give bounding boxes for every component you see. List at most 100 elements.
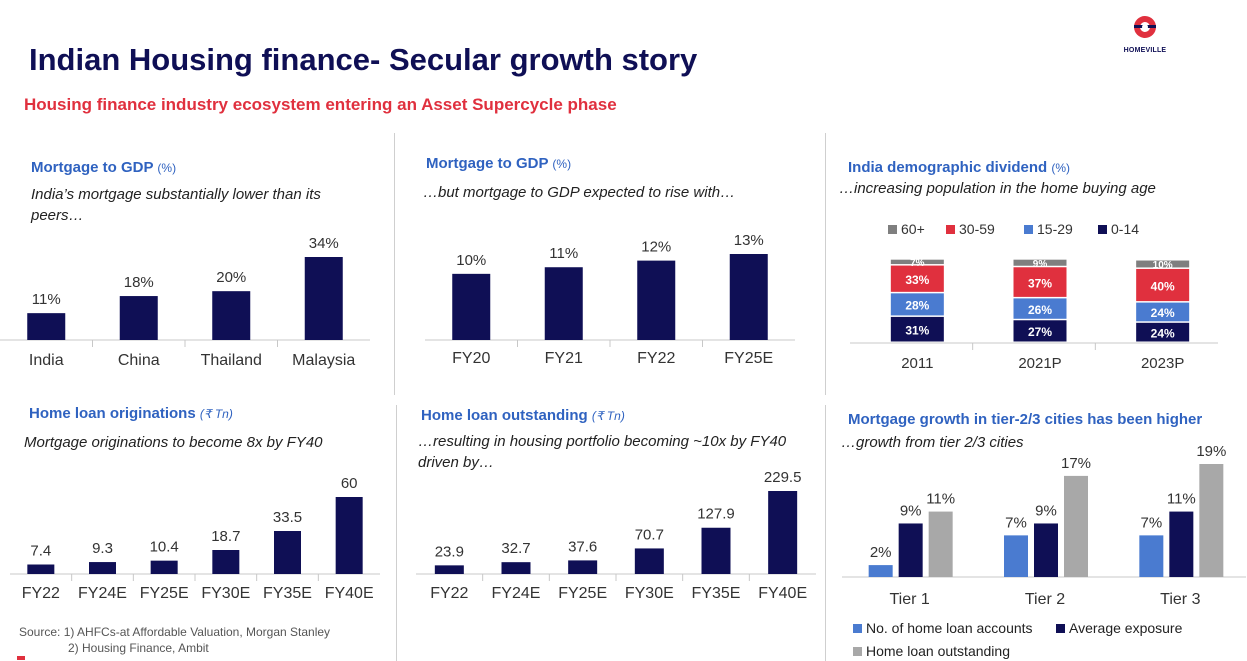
category-label: Tier 2 — [1025, 591, 1065, 608]
data-label: 33.5 — [273, 509, 302, 526]
data-label: 18.7 — [211, 528, 240, 545]
data-label: 70.7 — [635, 526, 664, 543]
category-label: FY30E — [625, 585, 674, 602]
bar — [305, 257, 343, 340]
page-title: Indian Housing finance- Secular growth s… — [29, 42, 697, 78]
bar — [869, 565, 893, 577]
data-label: 11% — [32, 291, 61, 308]
category-label: China — [118, 352, 160, 369]
data-label: 37.6 — [568, 538, 597, 555]
legend-swatch — [888, 225, 897, 234]
bar — [502, 562, 531, 574]
panel4-title: Home loan originations (₹ Tn) — [29, 405, 233, 422]
legend-swatch — [1098, 225, 1107, 234]
chart-outstanding: 23.9FY2232.7FY24E37.6FY25E70.7FY30E127.9… — [400, 470, 825, 610]
data-label: 127.9 — [697, 506, 735, 523]
bar — [274, 531, 301, 574]
panel2-desc: …but mortgage to GDP expected to rise wi… — [423, 182, 803, 203]
category-label: FY24E — [78, 585, 127, 602]
chart-originations: 7.4 FY22 9.3 FY24E 10.4 FY25E 18.7 FY30E 33.5 FY3… — [0, 470, 395, 610]
bar — [637, 261, 675, 340]
category-label: FY30E — [201, 585, 250, 602]
source-note: Source: 1) AHFCs-at Affordable Valuation… — [19, 624, 330, 656]
category-label: Tier 1 — [890, 591, 930, 608]
panel5-desc: …resulting in housing portfolio becoming… — [418, 431, 808, 473]
bar — [89, 562, 116, 574]
legend-swatch — [1056, 624, 1065, 633]
panel5-title: Home loan outstanding (₹ Tn) — [421, 407, 625, 424]
bar — [730, 254, 768, 340]
bar — [1064, 476, 1088, 577]
segment-label: 24% — [1151, 326, 1175, 340]
bar — [899, 523, 923, 577]
data-label: 23.9 — [435, 543, 464, 560]
data-label: 10% — [456, 252, 486, 269]
legend-label: 15-29 — [1037, 221, 1073, 237]
logo-text: HOMEVILLE — [1112, 47, 1178, 54]
category-label: FY40E — [325, 585, 374, 602]
data-label: 229.5 — [764, 470, 802, 486]
bar — [1199, 464, 1223, 577]
category-label: FY21 — [545, 350, 583, 367]
legend-label: No. of home loan accounts — [866, 620, 1033, 636]
category-label: 2021P — [1018, 355, 1061, 372]
data-label: 10.4 — [150, 539, 179, 556]
data-label: 20% — [216, 269, 246, 286]
panel3-title: India demographic dividend (%) — [848, 159, 1070, 176]
category-label: Thailand — [201, 352, 262, 369]
bar — [336, 497, 363, 574]
bar — [929, 512, 953, 577]
data-label: 7% — [1005, 514, 1027, 531]
brand-logo: HOMEVILLE — [1112, 14, 1178, 54]
category-label: FY25E — [140, 585, 189, 602]
legend-item: Average exposure — [1056, 620, 1182, 636]
data-label: 34% — [309, 235, 339, 252]
chart-mortgage-gdp-peers: 11% India 18% China 20% Thailand 34% Malaysia — [0, 225, 395, 375]
bar — [452, 274, 490, 340]
segment-label: 27% — [1028, 325, 1052, 339]
data-label: 9% — [1035, 502, 1057, 519]
legend-label: 30-59 — [959, 221, 995, 237]
data-label: 11% — [926, 491, 955, 508]
bar — [27, 565, 54, 574]
category-label: 2011 — [901, 355, 933, 372]
bar — [120, 296, 158, 340]
bar — [212, 291, 250, 340]
category-label: FY22 — [430, 585, 468, 602]
legend-swatch — [946, 225, 955, 234]
bar — [435, 565, 464, 574]
chart-tier-growth: 2%9%11%Tier 17%9%17%Tier 27%11%19%Tier 3 — [828, 445, 1247, 615]
legend-swatch — [1024, 225, 1033, 234]
bar — [768, 491, 797, 574]
data-label: 17% — [1061, 455, 1091, 472]
data-label: 11% — [549, 245, 578, 262]
legend-label: 0-14 — [1111, 221, 1139, 237]
bar — [27, 313, 65, 340]
category-label: FY35E — [263, 585, 312, 602]
data-label: 9.3 — [92, 540, 113, 557]
data-label: 60 — [341, 475, 358, 492]
divider — [825, 133, 826, 395]
bar — [212, 550, 239, 574]
segment-label: 31% — [905, 323, 929, 337]
data-label: 7% — [1140, 514, 1162, 531]
logo-icon — [1130, 14, 1160, 42]
bar — [1004, 535, 1028, 577]
category-label: FY22 — [22, 585, 60, 602]
legend-label: 60+ — [901, 221, 925, 237]
segment-label: 37% — [1028, 276, 1052, 290]
chart-mortgage-gdp-india: 10%FY2011%FY2112%FY2213%FY25E — [400, 225, 820, 375]
legend-label: Average exposure — [1069, 620, 1182, 636]
category-label: FY22 — [637, 350, 675, 367]
data-label: 12% — [641, 239, 671, 256]
segment-label: 33% — [905, 273, 929, 287]
legend-swatch — [853, 624, 862, 633]
data-label: 11% — [1167, 491, 1196, 508]
data-label: 2% — [870, 544, 892, 561]
divider — [825, 405, 826, 661]
data-label: 32.7 — [501, 540, 530, 557]
source-line: 2) Housing Finance, Ambit — [19, 640, 330, 656]
segment-label: 24% — [1151, 306, 1175, 320]
category-label: FY35E — [692, 585, 741, 602]
legend-item: Home loan outstanding — [853, 643, 1010, 659]
